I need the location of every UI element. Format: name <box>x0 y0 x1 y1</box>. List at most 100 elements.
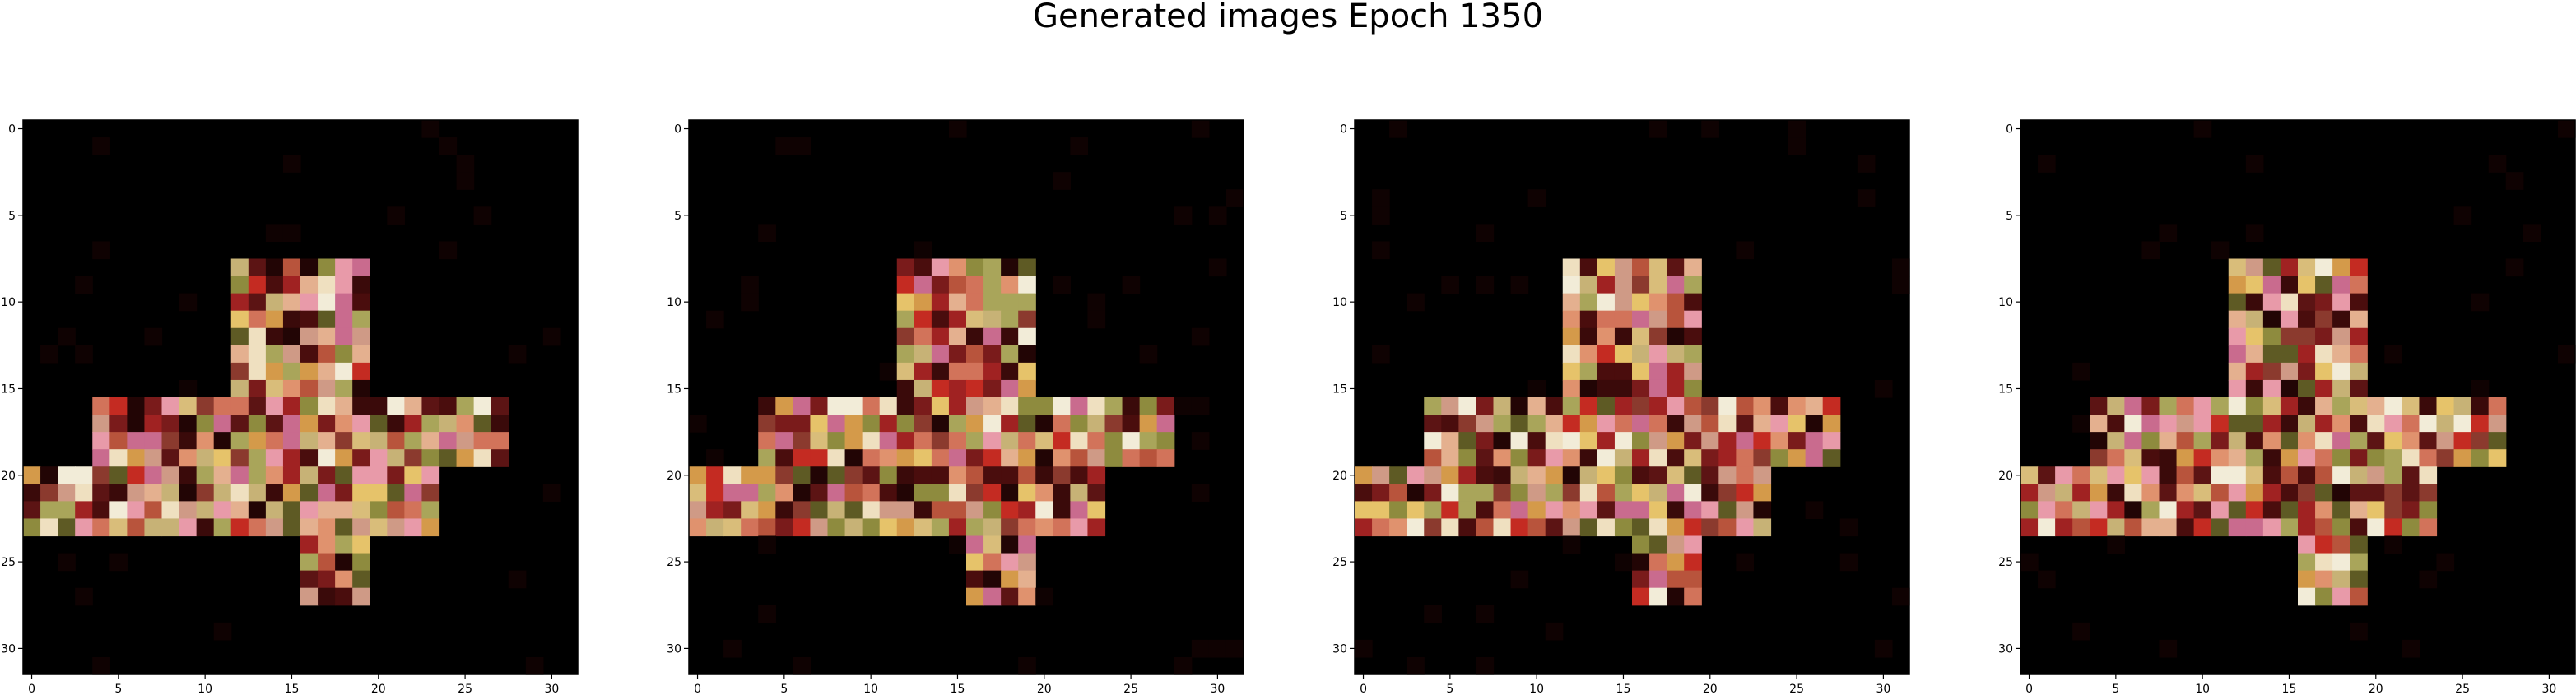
pixel-cell <box>1563 345 1581 364</box>
pixel-cell <box>1649 432 1667 450</box>
pixel-cell <box>741 276 759 294</box>
x-tick-label: 10 <box>198 683 212 695</box>
pixel-cell <box>2350 588 2368 606</box>
pixel-cell <box>2315 415 2333 433</box>
pixel-cell <box>1458 397 1476 415</box>
pixel-cell <box>1667 501 1685 519</box>
pixel-cell <box>2194 397 2212 415</box>
pixel-cell <box>1087 415 1105 433</box>
pixel-cell <box>1528 189 1546 207</box>
pixel-cell <box>1407 466 1425 484</box>
pixel-cell <box>949 466 967 484</box>
pixel-cell <box>2090 432 2108 450</box>
pixel-cell <box>966 518 984 536</box>
pixel-cell <box>2072 415 2090 433</box>
pixel-cell <box>2281 449 2299 467</box>
pixel-cell <box>2124 518 2142 536</box>
x-tick-label: 5 <box>2112 683 2119 695</box>
pixel-cell <box>231 311 249 329</box>
pixel-cell <box>2177 466 2195 484</box>
pixel-cell <box>335 588 353 606</box>
pixel-cell <box>1684 397 1702 415</box>
pixel-cell <box>1174 397 1193 415</box>
pixel-cell <box>214 518 232 536</box>
pixel-cell <box>1788 415 1806 433</box>
pixel-cell <box>335 276 353 294</box>
pixel-cell <box>2055 484 2073 502</box>
pixel-cell <box>1823 397 1841 415</box>
y-tick-label: 10 <box>667 296 681 309</box>
pixel-cell <box>127 518 145 536</box>
x-tick-label: 5 <box>1446 683 1453 695</box>
pixel-cell <box>1632 588 1650 606</box>
pixel-cell <box>2350 363 2368 381</box>
pixel-cell <box>1018 536 1036 554</box>
pixel-cell <box>75 345 93 364</box>
pixel-cell <box>1494 397 1512 415</box>
pixel-cell <box>2489 415 2507 433</box>
pixel-cell <box>352 311 370 329</box>
pixel-cell <box>932 294 950 312</box>
pixel-cell <box>2298 484 2316 502</box>
pixel-cell <box>2367 466 2385 484</box>
pixel-cell <box>1684 432 1702 450</box>
pixel-cell <box>439 432 458 450</box>
pixel-cell <box>318 415 336 433</box>
pixel-cell <box>2384 432 2402 450</box>
pixel-cell <box>1001 536 1019 554</box>
pixel-cell <box>914 397 932 415</box>
pixel-cell <box>1389 120 1407 138</box>
pixel-cell <box>474 449 492 467</box>
pixel-cell <box>1053 518 1071 536</box>
pixel-cell <box>793 137 811 155</box>
pixel-cell <box>2263 345 2281 364</box>
pixel-cell <box>1649 397 1667 415</box>
pixel-cell <box>810 518 828 536</box>
pixel-cell <box>689 466 707 484</box>
pixel-cell <box>1407 294 1425 312</box>
pixel-cell <box>2332 276 2350 294</box>
pixel-cell <box>949 345 967 364</box>
pixel-cell <box>1441 415 1459 433</box>
pixel-cell <box>2246 294 2264 312</box>
pixel-cell <box>1806 415 1824 433</box>
pixel-cell <box>283 484 301 502</box>
pixel-cell <box>2177 432 2195 450</box>
pixel-cell <box>706 518 724 536</box>
pixel-cell <box>2350 311 2368 329</box>
pixel-cell <box>1511 415 1529 433</box>
pixel-cell <box>109 449 128 467</box>
y-tick-label: 15 <box>667 382 681 396</box>
pixel-cell <box>162 518 180 536</box>
pixel-cell <box>2315 518 2333 536</box>
pixel-cell <box>318 466 336 484</box>
pixel-cell <box>1806 449 1824 467</box>
pixel-cell <box>1105 449 1123 467</box>
pixel-cell <box>75 466 93 484</box>
pixel-cell <box>2471 397 2490 415</box>
pixel-cell <box>932 432 950 450</box>
y-tick-label: 0 <box>2006 123 2013 137</box>
pixel-cell <box>1701 484 1719 502</box>
pixel-cell <box>2384 536 2402 554</box>
pixel-cell <box>1649 449 1667 467</box>
pixel-cell <box>758 605 776 623</box>
pixel-cell <box>1018 466 1036 484</box>
pixel-cell <box>1441 397 1459 415</box>
pixel-cell <box>1035 432 1053 450</box>
pixel-cell <box>1823 415 1841 433</box>
pixel-cell <box>1580 466 1598 484</box>
pixel-cell <box>1511 518 1529 536</box>
pixel-cell <box>318 397 336 415</box>
pixel-cell <box>810 484 828 502</box>
pixel-cell <box>2298 588 2316 606</box>
pixel-cell <box>1580 311 1598 329</box>
pixel-cell <box>92 518 110 536</box>
pixel-cell <box>949 120 967 138</box>
pixel-cell <box>793 415 811 433</box>
pixel-cell <box>2038 501 2056 519</box>
pixel-cell <box>231 484 249 502</box>
pixel-cell <box>266 415 284 433</box>
pixel-cell <box>1001 259 1019 277</box>
pixel-cell <box>421 449 439 467</box>
